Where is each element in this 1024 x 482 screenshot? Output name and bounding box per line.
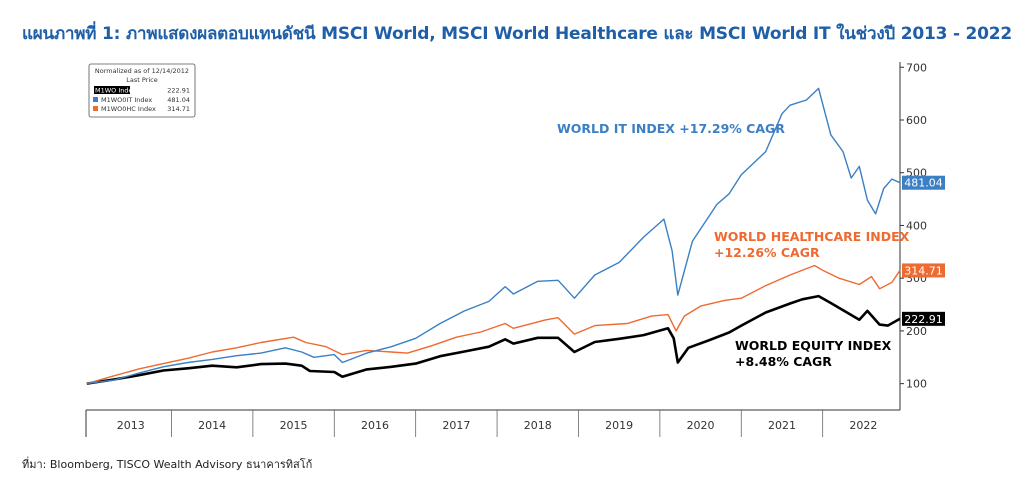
legend-eq-swatch <box>94 86 130 94</box>
last-price-value-m1wo0it-index: 481.04 <box>904 177 943 190</box>
last-price-value-m1wo-index: 222.91 <box>904 313 943 326</box>
last-price-tag-m1wo-index <box>902 311 945 326</box>
series-line-m1wo0hc-index <box>86 264 901 385</box>
last-price-value-m1wo0hc-index: 314.71 <box>904 264 943 277</box>
eq-annotation-line2: +8.48% CAGR <box>735 354 832 369</box>
x-tick-label-2018: 2018 <box>524 419 552 432</box>
x-tick-label-2019: 2019 <box>605 419 633 432</box>
y-tick-label-400: 400 <box>906 219 927 232</box>
hc-annotation-line1: WORLD HEALTHCARE INDEX <box>714 229 910 244</box>
series-line-m1wo-index <box>86 294 901 385</box>
series-lines <box>86 87 901 385</box>
x-tick-label-2022: 2022 <box>849 419 877 432</box>
legend-eq-name: M1WO Index <box>95 87 136 95</box>
x-tick-label-2020: 2020 <box>687 419 715 432</box>
legend: Normalized as of 12/14/2012 Last Price M… <box>88 63 196 118</box>
y-tick-label-600: 600 <box>906 114 927 127</box>
legend-it-value: 481.04 <box>167 96 190 104</box>
x-tick-label-2013: 2013 <box>117 419 145 432</box>
legend-hc-name: M1WO0HC Index <box>101 105 156 113</box>
y-tick-label-100: 100 <box>906 378 927 391</box>
last-price-labels: 222.91 314.71 481.04 <box>902 175 945 326</box>
legend-eq-value: 222.91 <box>167 87 190 95</box>
series-line-m1wo0it-index <box>86 87 901 385</box>
legend-hc-value: 314.71 <box>167 105 190 113</box>
source-note: ที่มา: Bloomberg, TISCO Wealth Advisory … <box>22 458 313 471</box>
legend-header-normalized: Normalized as of 12/14/2012 <box>95 67 189 75</box>
eq-annotation-line1: WORLD EQUITY INDEX <box>735 338 892 353</box>
x-axis-ticks: 2013 2014 2015 2016 2017 2018 2019 2020 2021 2022 <box>117 410 877 437</box>
legend-it-name: M1WO0IT Index <box>101 96 152 104</box>
x-tick-label-2015: 2015 <box>280 419 308 432</box>
y-tick-label-200: 200 <box>906 325 927 338</box>
last-price-tag-m1wo0hc-index <box>902 263 945 278</box>
x-tick-label-2014: 2014 <box>198 419 226 432</box>
legend-hc-swatch <box>93 106 98 111</box>
x-tick-label-2016: 2016 <box>361 419 389 432</box>
hc-annotation-line2: +12.26% CAGR <box>714 245 820 260</box>
legend-it-swatch <box>93 97 98 102</box>
legend-frame <box>88 63 196 118</box>
last-price-tag-m1wo0it-index <box>902 175 945 190</box>
it-annotation: WORLD IT INDEX +17.29% CAGR <box>557 121 785 136</box>
x-tick-label-2017: 2017 <box>442 419 470 432</box>
legend-header-last-price: Last Price <box>126 76 157 84</box>
x-tick-label-2021: 2021 <box>768 419 796 432</box>
page-title: แผนภาพที่ 1: ภาพแสดงผลตอบแทนดัชนี MSCI W… <box>22 24 1013 44</box>
y-tick-label-700: 700 <box>906 61 927 74</box>
